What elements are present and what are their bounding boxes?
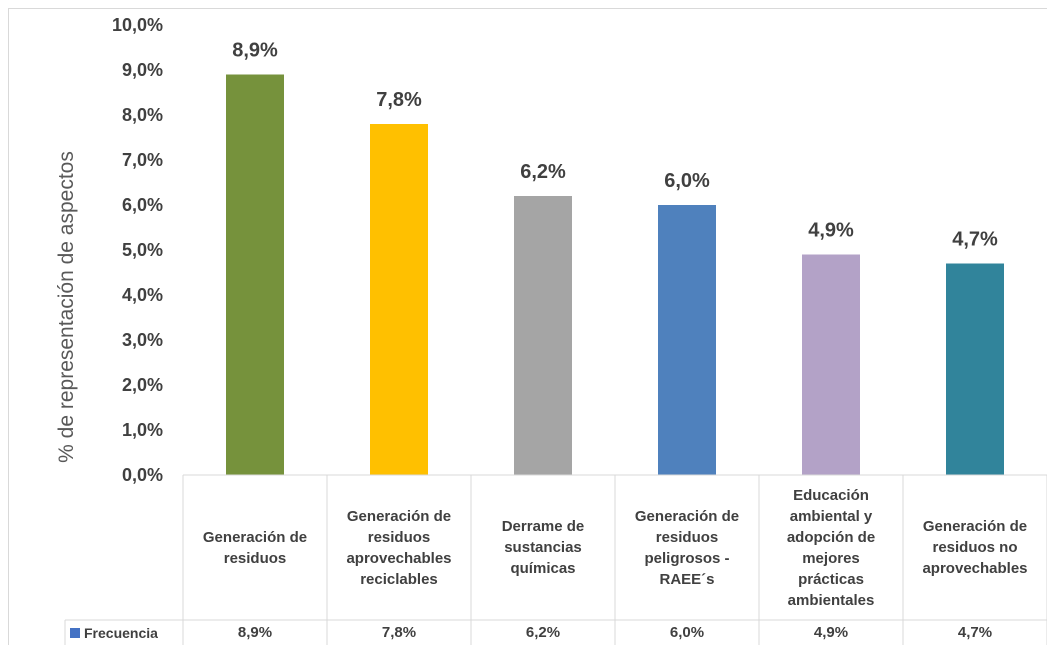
- chart-frame: [8, 8, 1047, 645]
- data-label: 6,2%: [520, 161, 566, 183]
- data-label: 7,8%: [376, 89, 422, 111]
- table-value-cell: 7,8%: [381, 624, 417, 641]
- bar: [514, 196, 572, 475]
- table-legend-cell: Frecuencia: [66, 620, 183, 645]
- data-label: 6,0%: [664, 170, 710, 192]
- category-label: Generación de residuos aprovechables rec…: [346, 507, 452, 588]
- data-label: 4,7%: [952, 229, 998, 251]
- y-tick-label: 4,0%: [122, 285, 163, 305]
- y-tick-label: 8,0%: [122, 105, 163, 125]
- data-label: 8,9%: [232, 40, 278, 62]
- bar: [370, 124, 428, 475]
- y-tick-label: 1,0%: [122, 420, 163, 440]
- table-value-cell: 4,7%: [957, 624, 993, 641]
- y-tick-label: 2,0%: [122, 375, 163, 395]
- table-value-cell: 8,9%: [237, 624, 273, 641]
- y-tick-label: 6,0%: [122, 195, 163, 215]
- category-label: Educación ambiental y adopción de mejore…: [786, 486, 876, 609]
- y-tick-label: 5,0%: [122, 240, 163, 260]
- table-value-cell: 6,2%: [525, 624, 561, 641]
- table-value-cell: 6,0%: [669, 624, 705, 641]
- bar: [802, 254, 860, 475]
- category-label: Generación de residuos no aprovechables: [922, 518, 1028, 577]
- y-axis-label: % de representación de aspectos: [55, 151, 78, 463]
- data-label: 4,9%: [808, 220, 854, 242]
- plot-area: 0,0% 1,0% 2,0% 3,0% 4,0% 5,0% 6,0% 7,0% 8,0% 9,0%…: [8, 8, 1047, 645]
- category-label: Generación de residuos: [202, 528, 308, 567]
- bar: [946, 263, 1004, 475]
- y-tick-label: 10,0%: [112, 15, 163, 35]
- legend-swatch: [70, 627, 80, 638]
- category-label: Derrame de sustancias químicas: [501, 518, 585, 577]
- category-label: Generación de residuos peligrosos - RAEE…: [634, 507, 740, 588]
- y-tick-label: 7,0%: [122, 150, 163, 170]
- bar: [658, 205, 716, 475]
- bar: [226, 74, 284, 475]
- table-value-cell: 4,9%: [813, 624, 849, 641]
- legend-label: Frecuencia: [84, 624, 158, 641]
- y-tick-label: 0,0%: [122, 465, 163, 485]
- y-tick-label: 3,0%: [122, 330, 163, 350]
- y-tick-label: 9,0%: [122, 60, 163, 80]
